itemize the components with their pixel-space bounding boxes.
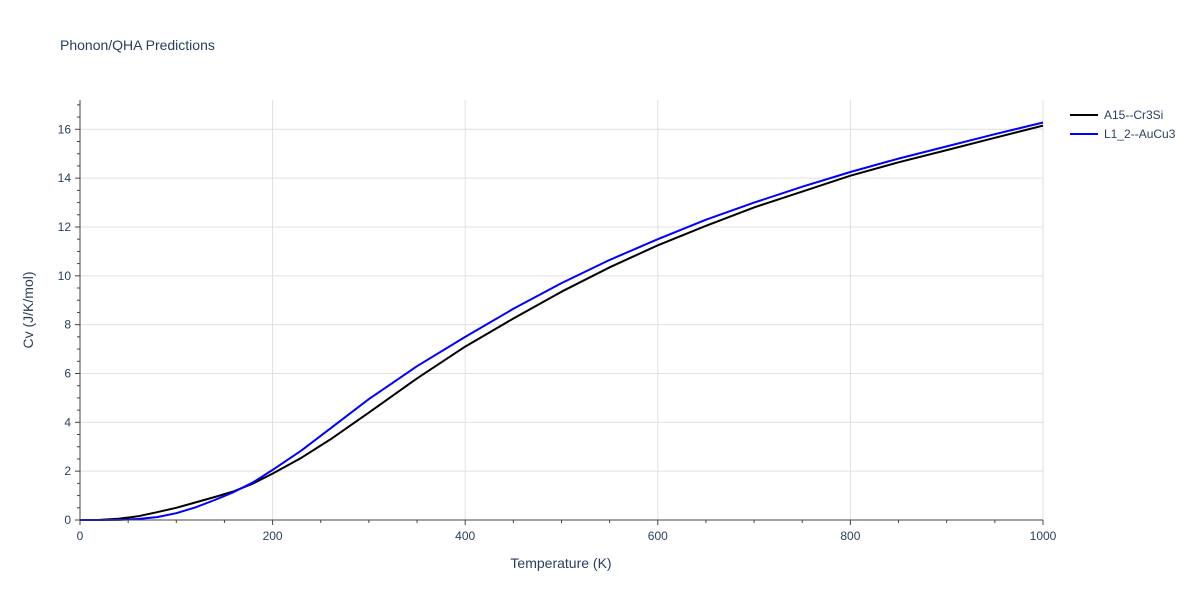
x-tick-label: 200 — [263, 529, 283, 543]
legend[interactable]: A15--Cr3Si L1_2--AuCu3 — [1070, 108, 1176, 141]
x-tick-label: 600 — [648, 529, 668, 543]
legend-label: L1_2--AuCu3 — [1104, 127, 1176, 141]
y-axis-title: Cv (J/K/mol) — [20, 272, 36, 349]
y-ticks: 0 2 4 6 8 10 12 14 16 — [58, 104, 80, 527]
series-line-0 — [79, 124, 1044, 521]
y-tick-label: 6 — [64, 366, 71, 380]
legend-label: A15--Cr3Si — [1104, 108, 1163, 122]
x-axis-title: Temperature (K) — [510, 555, 611, 571]
x-tick-label: 1000 — [1030, 529, 1057, 543]
series-line-1 — [80, 121, 1044, 521]
y-tick-label: 14 — [58, 171, 72, 185]
x-ticks: 0 200 400 600 800 1000 — [77, 520, 1057, 543]
x-tick-label: 400 — [455, 529, 475, 543]
y-tick-label: 2 — [64, 464, 71, 478]
series-lines — [79, 121, 1044, 521]
x-tick-label: 0 — [77, 529, 84, 543]
chart-title: Phonon/QHA Predictions — [60, 37, 215, 53]
y-tick-label: 16 — [58, 122, 72, 136]
y-tick-label: 8 — [64, 318, 71, 332]
grid — [80, 100, 1044, 520]
y-tick-label: 12 — [58, 220, 72, 234]
y-tick-label: 10 — [58, 269, 72, 283]
x-tick-label: 800 — [840, 529, 860, 543]
y-tick-label: 4 — [64, 415, 71, 429]
y-tick-label: 0 — [64, 513, 71, 527]
legend-item[interactable]: A15--Cr3Si — [1070, 108, 1163, 122]
legend-item[interactable]: L1_2--AuCu3 — [1070, 127, 1176, 141]
